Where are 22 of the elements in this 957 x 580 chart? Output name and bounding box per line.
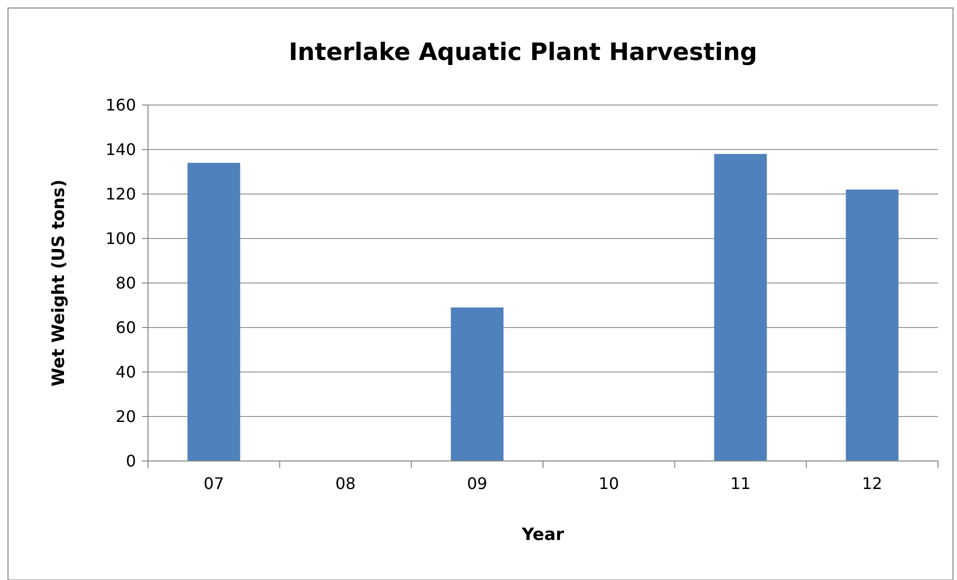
y-axis-title: Wet Weight (US tons) [49,179,69,387]
y-tick-label: 60 [116,318,136,338]
y-tick-label: 160 [105,96,136,115]
bar [450,307,504,461]
x-tick-label: 12 [862,474,882,493]
x-tick-label: 09 [466,474,488,493]
y-tick-label: 120 [105,184,136,204]
chart-title: Interlake Aquatic Plant Harvesting [288,38,758,66]
x-tick-label: 08 [335,474,356,493]
bar [188,162,240,461]
y-tick-label: 80 [116,274,136,293]
y-tick-label: 40 [116,362,136,382]
y-tick-label: 0 [126,452,136,471]
x-tick-label: 10 [598,474,620,493]
y-tick-label: 140 [105,140,136,160]
x-tick-label: 11 [730,474,751,493]
x-tick-label: 07 [204,474,224,493]
y-tick-label: 100 [105,229,136,248]
x-axis-title: Year [520,525,565,545]
bar [714,154,767,461]
y-tick-label: 20 [116,407,136,426]
bar [846,190,898,461]
